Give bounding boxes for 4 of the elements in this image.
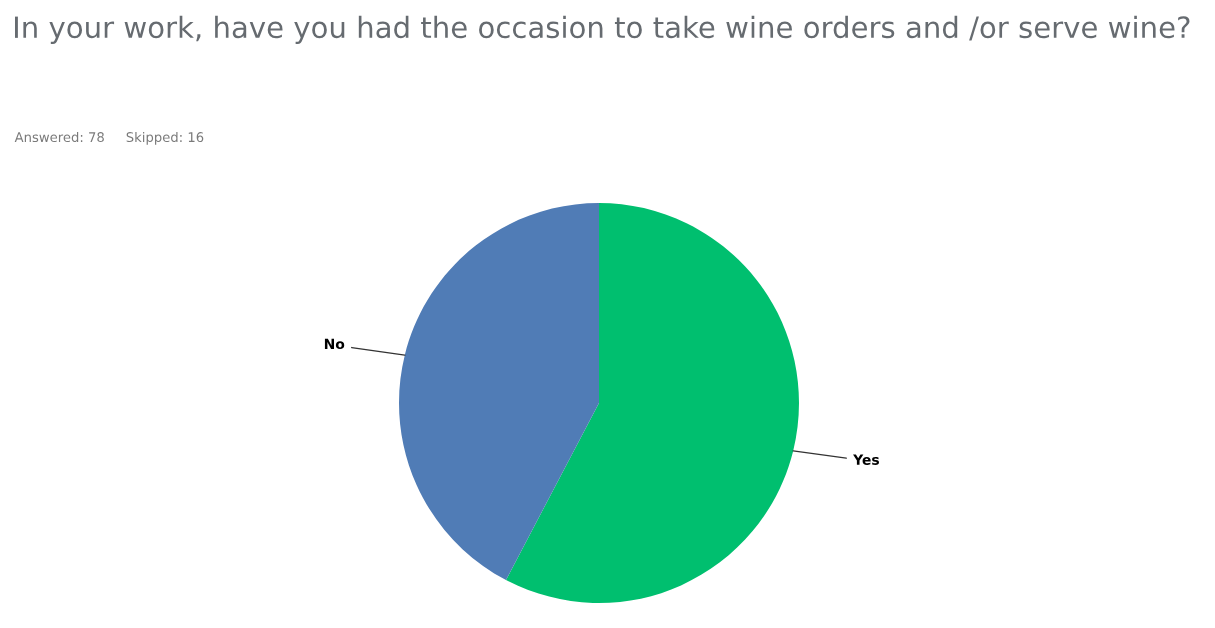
chart-title: In your work, have you had the occasion to take wine orders and /or serve wine?: [15, 15, 1190, 44]
slice-label: Yes: [853, 454, 879, 465]
text: Answered: 78 Skipped: 16: [14, 131, 204, 145]
slice-label: No: [324, 338, 345, 350]
